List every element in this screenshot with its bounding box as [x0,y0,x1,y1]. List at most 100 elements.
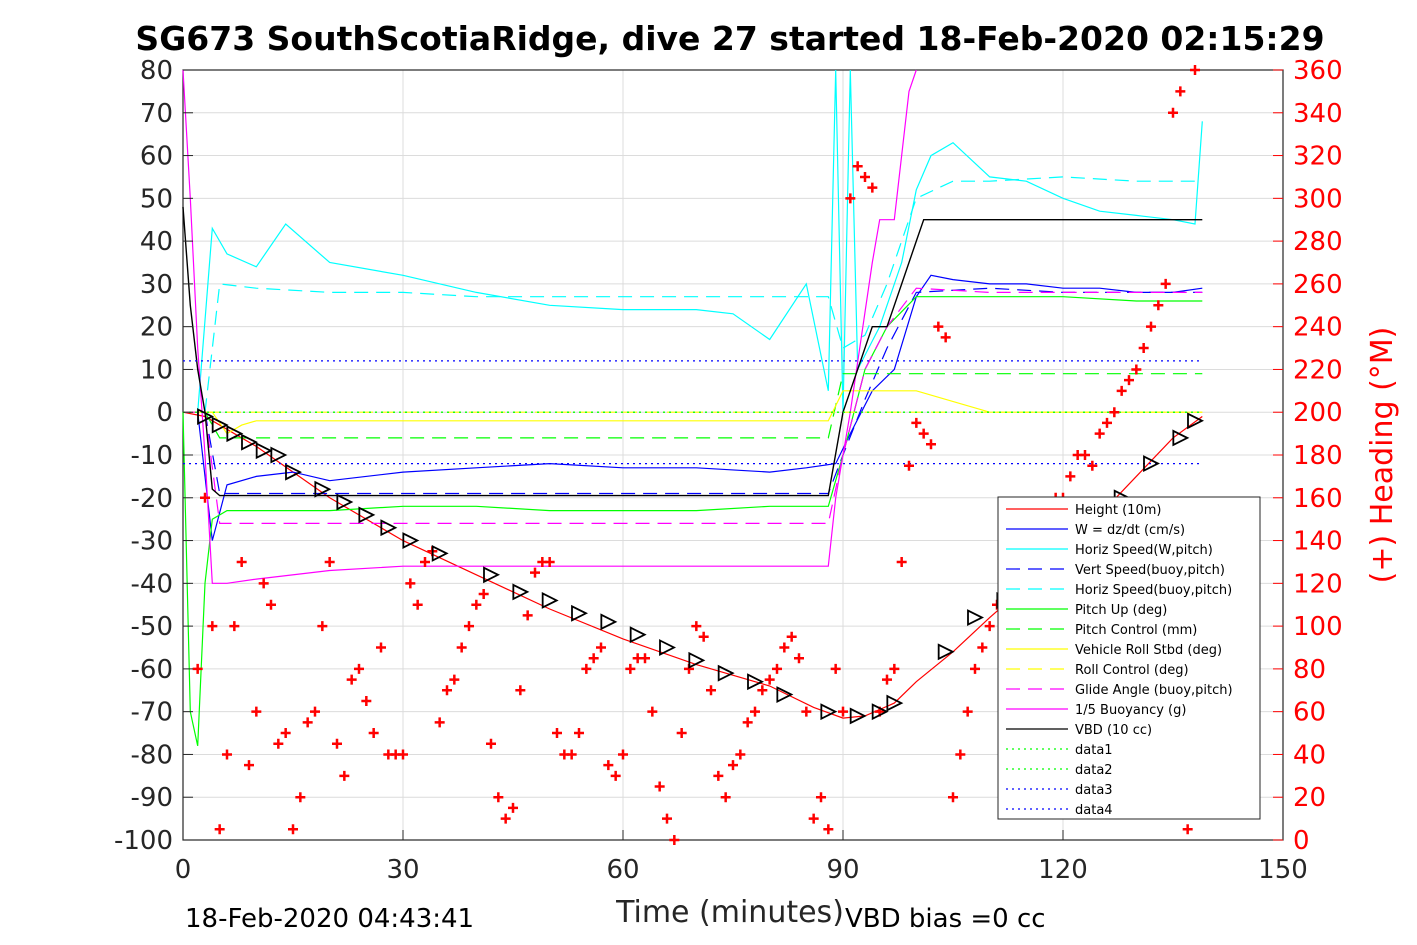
vbd-marker [358,506,376,524]
y-left-tick-label: -40 [131,569,173,599]
y-right-tick-label: 120 [1293,569,1343,599]
heading-point [471,599,482,610]
vbd-marker [255,442,273,460]
heading-point [574,728,584,739]
heading-point [654,781,665,792]
heading-point [706,685,716,696]
y-left-tick-label: 80 [140,56,173,86]
heading-point [192,663,203,674]
y-right-tick-label: 80 [1293,655,1326,685]
heading-point [273,738,284,749]
vbd-marker [336,493,354,511]
legend-label: data4 [1075,803,1113,818]
vbd-marker [1172,429,1190,447]
heading-point [1190,65,1200,75]
series-line-11 [182,206,1203,497]
heading-point [911,417,922,428]
heading-point [676,728,687,739]
heading-point [456,642,467,653]
vbd-marker [717,664,735,682]
y-right-tick-label: 60 [1293,698,1326,728]
heading-point [801,706,812,717]
heading-point [302,717,313,728]
vbd-marker [820,703,838,721]
heading-point [258,578,269,589]
heading-point [882,674,892,685]
vbd-marker [886,694,904,712]
heading-point [662,813,672,824]
heading-point [625,663,636,674]
heading-point [984,621,995,632]
heading-point [361,695,372,706]
heading-point [955,749,966,760]
legend-label: Height (10m) [1075,503,1161,518]
vbd-marker [659,639,677,656]
legend-label: Vert Speed(buoy,pitch) [1075,563,1225,578]
y-left-tick-label: -80 [131,740,173,770]
series-layer [182,69,1203,747]
heading-point [405,578,416,589]
y-left-tick-label: 10 [140,355,173,385]
heading-point [772,663,782,674]
heading-point [728,760,738,771]
heading-point [786,631,797,642]
heading-point [720,792,731,803]
heading-point [544,556,555,567]
heading-point [845,193,856,204]
series-line-10 [182,69,917,584]
vbd-marker [849,707,867,725]
y-right-tick-label: 300 [1293,184,1343,214]
vbd-marker [937,643,955,661]
heading-point [933,321,944,332]
heading-point [896,556,907,567]
heading-point [508,802,518,813]
y-left-tick-label: 30 [140,270,173,300]
heading-point [464,621,474,632]
right-y-axis-label: (+) Heading (°M) [1365,327,1400,584]
heading-point [1146,321,1156,332]
heading-point [970,663,980,674]
y-left-tick-label: -70 [131,698,173,728]
y-left-tick-label: -10 [131,441,173,471]
heading-point [317,621,328,632]
vbd-marker [967,609,985,627]
vbd-marker [402,532,420,550]
heading-point [603,760,614,771]
y-right-tick-label: 200 [1293,398,1343,428]
heading-point [346,674,357,685]
legend-label: Horiz Speed(buoy,pitch) [1075,583,1232,598]
markers-layer [192,65,1205,845]
heading-point [280,728,291,739]
heading-point [713,770,724,781]
footer-timestamp: 18-Feb-2020 04:43:41 [185,904,474,934]
vbd-marker [1143,455,1161,473]
heading-point [750,706,760,717]
heading-point [1160,278,1171,289]
y-left-tick-label: 0 [156,398,173,428]
vbd-marker [211,416,229,434]
legend-label: data1 [1075,743,1113,758]
heading-point [339,770,350,781]
heading-point [500,813,511,824]
heading-point [449,674,460,685]
vbd-marker [270,446,288,464]
legend-label: Glide Angle (buoy,pitch) [1075,683,1233,698]
series-line-9 [183,287,1203,525]
y-right-tick-label: 220 [1293,355,1343,385]
y-right-tick-label: 40 [1293,740,1326,770]
x-tick-label: 90 [826,855,859,885]
heading-point [808,813,819,824]
y-left-tick-label: -90 [131,783,173,813]
series-line-6 [183,373,1203,439]
vbd-marker [431,544,449,562]
legend-label: Vehicle Roll Stbd (deg) [1075,643,1222,658]
heading-point [530,567,540,578]
vbd-marker [285,463,303,481]
y-right-tick-label: 0 [1293,826,1310,856]
heading-point [478,589,489,600]
y-left-tick-label: 40 [140,227,173,257]
footer-vbd-bias: VBD bias =0 cc [845,904,1046,934]
y-left-tick-label: -20 [131,484,173,514]
heading-point [214,824,225,835]
